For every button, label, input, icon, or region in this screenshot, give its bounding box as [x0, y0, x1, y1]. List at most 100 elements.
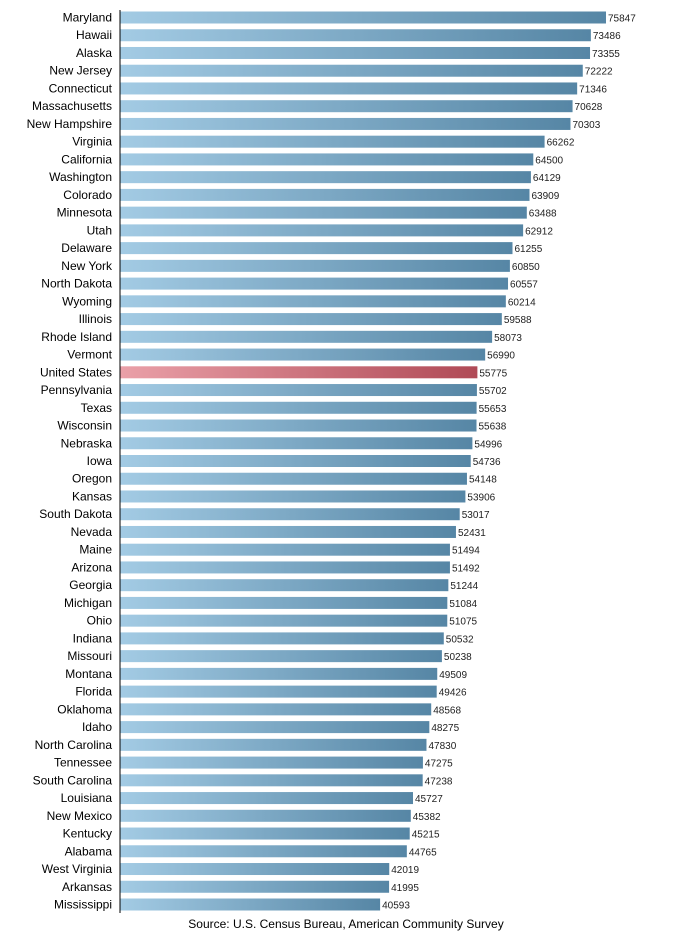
bar-new-jersey — [120, 64, 583, 77]
value-label-utah: 62912 — [525, 226, 553, 237]
bar-florida — [120, 685, 437, 698]
bar-new-york — [120, 259, 510, 272]
value-label-connecticut: 71346 — [579, 84, 607, 95]
category-label-north-dakota: North Dakota — [41, 277, 112, 291]
value-label-minnesota: 63488 — [529, 209, 557, 220]
category-label-maryland: Maryland — [63, 11, 112, 25]
category-label-new-mexico: New Mexico — [47, 809, 113, 823]
category-label-hawaii: Hawaii — [76, 28, 112, 42]
value-label-massachusetts: 70628 — [575, 102, 603, 113]
value-label-missouri: 50238 — [444, 652, 472, 663]
bar-missouri — [120, 650, 442, 663]
bar-montana — [120, 667, 438, 680]
category-label-west-virginia: West Virginia — [42, 862, 113, 876]
category-label-maine: Maine — [79, 543, 112, 557]
category-label-connecticut: Connecticut — [49, 81, 113, 95]
category-label-wisconsin: Wisconsin — [57, 419, 112, 433]
value-label-north-dakota: 60557 — [510, 280, 538, 291]
value-label-texas: 55653 — [479, 404, 507, 415]
category-label-indiana: Indiana — [73, 631, 113, 645]
value-label-delaware: 61255 — [514, 244, 542, 255]
bar-virginia — [120, 135, 545, 148]
value-label-rhode-island: 58073 — [494, 333, 522, 344]
value-label-washington: 64129 — [533, 173, 561, 184]
value-label-hawaii: 73486 — [593, 31, 621, 42]
value-label-iowa: 54736 — [473, 457, 501, 468]
bar-utah — [120, 224, 524, 237]
bar-connecticut — [120, 82, 578, 95]
value-label-south-carolina: 47238 — [425, 776, 453, 787]
category-label-nevada: Nevada — [71, 525, 113, 539]
value-label-alabama: 44765 — [409, 847, 437, 858]
bar-new-hampshire — [120, 117, 571, 130]
source-note: Source: U.S. Census Bureau, American Com… — [188, 917, 503, 931]
category-label-wyoming: Wyoming — [62, 294, 112, 308]
value-label-north-carolina: 47830 — [428, 741, 456, 752]
value-label-maine: 51494 — [452, 546, 480, 557]
category-label-missouri: Missouri — [67, 649, 112, 663]
value-label-south-dakota: 53017 — [462, 510, 490, 521]
bar-iowa — [120, 455, 471, 467]
value-label-montana: 49509 — [439, 670, 467, 681]
value-label-new-jersey: 72222 — [585, 67, 613, 78]
bar-west-virginia — [120, 863, 390, 876]
value-label-kentucky: 45215 — [412, 830, 440, 841]
value-label-united-states: 55775 — [479, 368, 507, 379]
bar-hawaii — [120, 29, 591, 42]
bar-arkansas — [120, 880, 390, 893]
category-label-virginia: Virginia — [72, 135, 112, 149]
bar-colorado — [120, 188, 530, 201]
bar-tennessee — [120, 756, 423, 769]
value-label-tennessee: 47275 — [425, 759, 453, 770]
category-label-alaska: Alaska — [76, 46, 112, 60]
category-label-arkansas: Arkansas — [62, 880, 112, 894]
bar-texas — [120, 401, 477, 414]
category-label-south-dakota: South Dakota — [39, 507, 112, 521]
bars-group: Maryland 75847 Hawaii 73486 Alaska 73355 New J… — [27, 11, 637, 912]
category-label-idaho: Idaho — [82, 720, 112, 734]
category-label-utah: Utah — [87, 223, 112, 237]
value-label-mississippi: 40593 — [382, 901, 410, 912]
category-label-pennsylvania: Pennsylvania — [41, 383, 113, 397]
value-label-ohio: 51075 — [449, 617, 477, 628]
category-label-north-carolina: North Carolina — [35, 738, 113, 752]
category-label-oregon: Oregon — [72, 472, 112, 486]
value-label-new-york: 60850 — [512, 262, 540, 273]
bar-nevada — [120, 525, 456, 538]
value-label-wisconsin: 55638 — [479, 422, 507, 433]
value-label-kansas: 53906 — [467, 492, 495, 503]
bar-alabama — [120, 845, 407, 858]
category-label-illinois: Illinois — [79, 312, 112, 326]
category-label-delaware: Delaware — [61, 241, 112, 255]
value-label-nevada: 52431 — [458, 528, 486, 539]
bar-oregon — [120, 472, 467, 485]
category-label-united-states: United States — [40, 365, 112, 379]
bar-united-states — [120, 366, 478, 379]
value-label-louisiana: 45727 — [415, 794, 443, 805]
bar-illinois — [120, 313, 502, 326]
category-label-nebraska: Nebraska — [61, 436, 113, 450]
value-label-new-mexico: 45382 — [413, 812, 441, 823]
category-label-kentucky: Kentucky — [63, 827, 112, 841]
value-label-new-hampshire: 70303 — [572, 120, 600, 131]
bar-wisconsin — [120, 419, 477, 432]
bar-vermont — [120, 348, 486, 361]
value-label-colorado: 63909 — [532, 191, 560, 202]
value-label-california: 64500 — [535, 155, 563, 166]
value-label-georgia: 51244 — [450, 581, 478, 592]
category-label-georgia: Georgia — [69, 578, 112, 592]
value-label-wyoming: 60214 — [508, 297, 536, 308]
value-label-florida: 49426 — [439, 688, 467, 699]
category-label-florida: Florida — [75, 685, 112, 699]
bar-wyoming — [120, 295, 506, 308]
bar-michigan — [120, 596, 448, 609]
value-label-west-virginia: 42019 — [391, 865, 419, 876]
bar-washington — [120, 171, 531, 184]
category-label-colorado: Colorado — [63, 188, 112, 202]
bar-south-dakota — [120, 508, 460, 521]
category-label-south-carolina: South Carolina — [33, 773, 113, 787]
bar-pennsylvania — [120, 384, 477, 397]
bar-idaho — [120, 721, 430, 734]
category-label-iowa: Iowa — [87, 454, 113, 468]
